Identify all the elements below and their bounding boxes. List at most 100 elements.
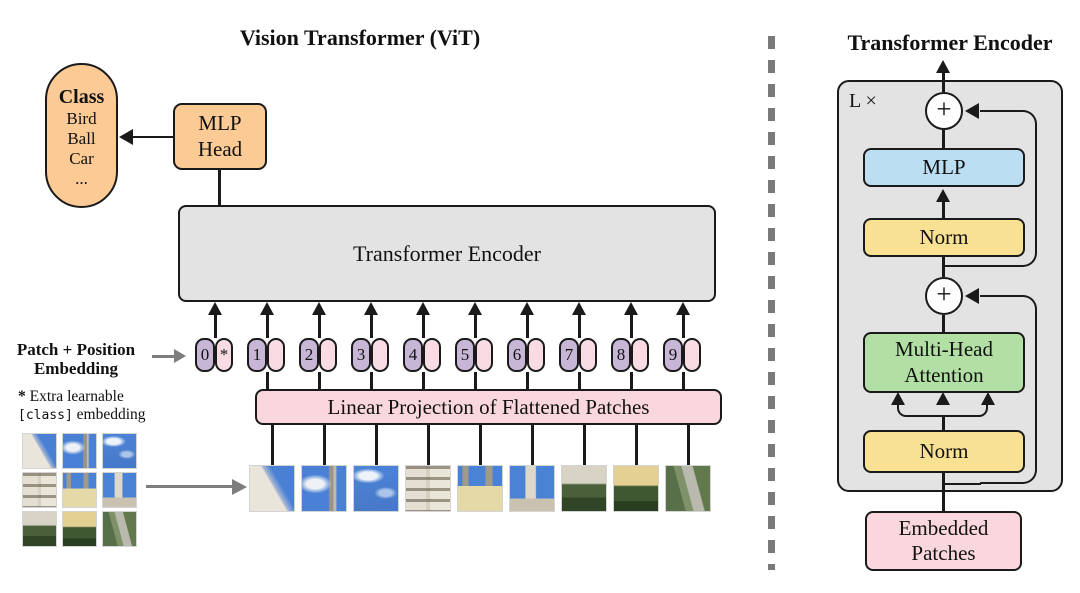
plus-sign: + (936, 94, 952, 124)
patch-embedding-token (267, 338, 285, 372)
class-pill-item: Bird (66, 109, 97, 128)
class-pill-item: Car (69, 149, 94, 168)
residual-lower-arrowhead (965, 288, 979, 304)
patch-to-projection-line (323, 425, 326, 465)
mlp-head-line1: MLP (198, 111, 242, 136)
token-to-encoder-line (630, 314, 633, 338)
token-to-encoder-line (214, 314, 217, 338)
grid-cell-trees-path (102, 511, 137, 547)
footnote-star: * (18, 388, 26, 405)
patch-to-projection-line (635, 425, 638, 465)
residual-upper-arrowhead (965, 103, 979, 119)
patch-embedding-token (475, 338, 493, 372)
line-mha-plus2 (942, 315, 945, 332)
token-to-encoder-arrowhead (572, 302, 586, 315)
grid-cell-white-facade (22, 472, 57, 508)
embedded-patches-box: Embedded Patches (865, 511, 1022, 571)
patch-to-projection-line (479, 425, 482, 465)
mlp-box: MLP (863, 148, 1025, 187)
token-to-encoder-arrowhead (468, 302, 482, 315)
token-to-encoder-arrowhead (260, 302, 274, 315)
position-token-7: 7 (559, 338, 579, 372)
grid-cell-tower-sky (102, 472, 137, 508)
token-to-encoder-arrowhead (312, 302, 326, 315)
position-token-4: 4 (403, 338, 423, 372)
plus-sign: + (936, 279, 952, 309)
residual-loop-upper (980, 110, 1037, 267)
image-patch-white-facade (405, 465, 451, 512)
residual-upper-branch (943, 264, 981, 267)
grid-cell-dome-and-sky (22, 433, 57, 469)
mlp-head-box: MLP Head (173, 103, 267, 170)
linear-projection-label: Linear Projection of Flattened Patches (327, 394, 650, 419)
projection-to-token-line (474, 372, 477, 389)
token-to-encoder-line (682, 314, 685, 338)
projection-to-token-line (578, 372, 581, 389)
class-pill-item: Ball (67, 129, 96, 148)
line-plus1-mlp (942, 130, 945, 148)
patch-to-projection-line (271, 425, 274, 465)
transformer-encoder-box: Transformer Encoder (178, 205, 716, 302)
right-panel-title: Transformer Encoder (847, 30, 1053, 55)
grid-cell-cloud-and-tower (62, 433, 97, 469)
position-token-9: 9 (663, 338, 683, 372)
residual-lower-branch (943, 482, 981, 485)
token-to-encoder-line (422, 314, 425, 338)
image-patch-cloud-and-tower (301, 465, 347, 512)
class-pill-heading: Class (58, 86, 105, 108)
norm-to-mlp-line (942, 201, 945, 218)
patch-position-line1: Patch + Position (16, 340, 136, 359)
position-token-5: 5 (455, 338, 475, 372)
qkv-fork-stem (942, 415, 945, 430)
token-to-encoder-arrowhead (624, 302, 638, 315)
grid-cell-yellow-hedge (62, 511, 97, 547)
position-token-2: 2 (299, 338, 319, 372)
patch-embedding-token (683, 338, 701, 372)
norm-to-mlp-arrowhead (936, 189, 950, 202)
patch-to-projection-line (427, 425, 430, 465)
mlp-head-line2: Head (197, 136, 243, 161)
image-patch-trees-path (665, 465, 711, 512)
class-pill-items: Bird Ball Car... (66, 109, 96, 189)
token-to-encoder-arrowhead (208, 302, 222, 315)
patch-embedding-token (423, 338, 441, 372)
residual-loop-lower (980, 295, 1037, 484)
label-arrow-head (174, 349, 186, 363)
patch-embedding-token (319, 338, 337, 372)
footnote-text1: Extra learnable (25, 388, 124, 405)
class-embedding-footnote: * Extra learnable [class] embedding (18, 388, 146, 425)
norm-bottom-box: Norm (863, 430, 1025, 473)
class-output-pill: Class Bird Ball Car... (45, 63, 118, 208)
token-to-encoder-arrowhead (520, 302, 534, 315)
patch-position-embedding-label: Patch + Position Embedding (5, 340, 147, 378)
mlp-box-label: MLP (922, 155, 966, 179)
image-patch-yellow-towers (457, 465, 503, 512)
patch-to-projection-line (531, 425, 534, 465)
line-mlphead-to-pill (132, 135, 173, 138)
token-to-encoder-arrowhead (676, 302, 690, 315)
image-patch-tower-sky (509, 465, 555, 512)
line-plus2-norm-top (942, 257, 945, 277)
projection-to-token-line (682, 372, 685, 389)
mha-line2: Attention (904, 362, 984, 387)
token-to-encoder-arrowhead (416, 302, 430, 315)
encoder-output-arrowhead (936, 60, 950, 73)
transformer-encoder-box-label: Transformer Encoder (353, 240, 541, 266)
position-token-0: 0 (195, 338, 215, 372)
norm-bottom-label: Norm (919, 439, 969, 463)
embedded-patches-line2: Patches (911, 541, 976, 565)
patch-embedding-token (631, 338, 649, 372)
token-to-encoder-line (578, 314, 581, 338)
position-token-3: 3 (351, 338, 371, 372)
token-to-encoder-line (266, 314, 269, 338)
projection-to-token-line (370, 372, 373, 389)
grid-cell-yellow-towers (62, 472, 97, 508)
linear-projection-box: Linear Projection of Flattened Patches (255, 389, 722, 425)
projection-to-token-line (266, 372, 269, 389)
loop-count-label: L × (849, 90, 877, 112)
qkv-arrowhead-center (936, 392, 950, 405)
grid-cell-sky-clouds (102, 433, 137, 469)
position-token-6: 6 (507, 338, 527, 372)
image-patch-dome-and-sky (249, 465, 295, 512)
token-to-encoder-line (370, 314, 373, 338)
